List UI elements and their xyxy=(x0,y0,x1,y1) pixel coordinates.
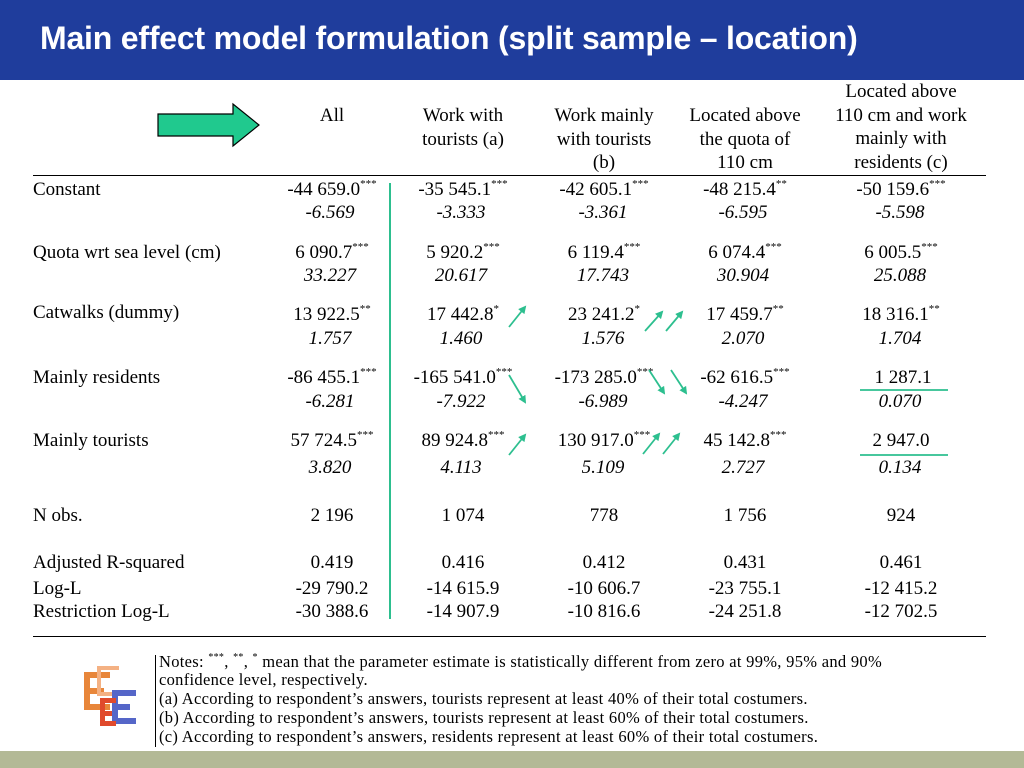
cell-tstat: -3.361 xyxy=(578,202,628,223)
cell-coef: 17 459.7** xyxy=(706,303,784,326)
cell-coef: 13 922.5** xyxy=(293,303,371,326)
row-label-restriction-log-l: Restriction Log-L xyxy=(33,601,170,622)
cell-value: 0.419 xyxy=(310,552,354,573)
row-label-log-l: Log-L xyxy=(33,578,82,599)
cell-coef: -165 541.0*** xyxy=(413,366,513,389)
cell-tstat: 17.743 xyxy=(576,265,630,286)
note-a: (a) According to respondent’s answers, t… xyxy=(159,689,808,708)
green-column-divider xyxy=(389,183,391,619)
cell-value: -12 702.5 xyxy=(864,601,938,622)
cell-coef: 6 074.4*** xyxy=(708,241,782,264)
cell-tstat: -6.989 xyxy=(578,391,628,412)
cell-tstat: -5.598 xyxy=(875,202,925,223)
cell-coef: -173 285.0*** xyxy=(554,366,654,389)
table-top-rule xyxy=(33,175,986,176)
cell-coef: -86 455.1*** xyxy=(287,366,377,389)
cell-coef: 130 917.0*** xyxy=(557,429,651,452)
cell-coef: -44 659.0*** xyxy=(287,178,377,201)
row-label-adjusted-r-squared: Adjusted R-squared xyxy=(33,552,185,573)
cell-value: -29 790.2 xyxy=(295,578,369,599)
column-header-located-above-residents: Located above 110 cm and work mainly with r… xyxy=(835,81,967,173)
cell-value: 0.416 xyxy=(441,552,485,573)
cell-coef: -62 616.5*** xyxy=(700,366,790,389)
cell-value: -14 615.9 xyxy=(426,578,500,599)
cell-tstat: 4.113 xyxy=(440,457,482,478)
cell-value: -24 251.8 xyxy=(708,601,782,622)
cell-tstat: 20.617 xyxy=(434,265,488,286)
slide-title: Main effect model formulation (split sam… xyxy=(40,20,858,56)
cell-coef: 17 442.8* xyxy=(427,303,499,326)
row-label-mainly-residents: Mainly residents xyxy=(33,367,161,388)
note-confidence: confidence level, respectively. xyxy=(159,670,368,689)
row-label-constant: Constant xyxy=(33,179,101,200)
cell-tstat: 0.070 xyxy=(878,391,922,412)
cell-coef: 1 287.1 xyxy=(874,367,932,388)
cell-tstat: 1.576 xyxy=(581,328,625,349)
cell-coef: -35 545.1*** xyxy=(418,178,508,201)
cell-tstat: 1.757 xyxy=(308,328,352,349)
cell-tstat: 3.820 xyxy=(308,457,352,478)
cell-value: -23 755.1 xyxy=(708,578,782,599)
cell-coef: 57 724.5*** xyxy=(290,429,374,452)
cell-tstat: 25.088 xyxy=(873,265,927,286)
cell-value: -12 415.2 xyxy=(864,578,938,599)
cell-value: 1 756 xyxy=(723,505,767,526)
column-header-located-above-quota: Located above the quota of 110 cm xyxy=(689,105,801,173)
title-bar xyxy=(0,0,1024,80)
cell-tstat: 0.134 xyxy=(878,457,922,478)
cell-coef: 2 947.0 xyxy=(872,430,930,451)
cell-coef: -42 605.1*** xyxy=(559,178,649,201)
column-header-work-mainly-with-tourists: Work mainly with tourists (b) xyxy=(554,105,654,173)
cell-tstat: -4.247 xyxy=(718,391,768,412)
cell-coef: 6 119.4*** xyxy=(567,241,641,264)
cell-coef: 6 005.5*** xyxy=(864,241,938,264)
cell-coef: -48 215.4** xyxy=(703,178,787,201)
cell-value: 778 xyxy=(589,505,619,526)
cell-coef: 5 920.2*** xyxy=(426,241,500,264)
footer-bar xyxy=(0,751,1024,768)
cell-coef: 23 241.2* xyxy=(568,303,640,326)
cell-value: 0.461 xyxy=(879,552,923,573)
cell-coef: -50 159.6*** xyxy=(856,178,946,201)
cell-tstat: -6.281 xyxy=(305,391,355,412)
cell-tstat: 5.109 xyxy=(581,457,625,478)
note-c: (c) According to respondent’s answers, r… xyxy=(159,727,819,746)
cell-value: 1 074 xyxy=(441,505,485,526)
cell-value: 0.431 xyxy=(723,552,767,573)
cell-tstat: 33.227 xyxy=(303,265,357,286)
row-label-mainly-tourists: Mainly tourists xyxy=(33,430,149,451)
cell-tstat: 1.460 xyxy=(439,328,483,349)
cell-value: 924 xyxy=(886,505,916,526)
cell-tstat: 2.070 xyxy=(721,328,765,349)
cell-value: 2 196 xyxy=(310,505,354,526)
row-label-n-obs: N obs. xyxy=(33,505,83,526)
cell-value: -30 388.6 xyxy=(295,601,369,622)
row-label-catwalks: Catwalks (dummy) xyxy=(33,302,180,323)
notes-box xyxy=(155,655,1024,747)
cell-coef: 45 142.8*** xyxy=(703,429,787,452)
column-header-all: All xyxy=(319,105,345,126)
cell-coef: 89 924.8*** xyxy=(421,429,505,452)
cell-tstat: 2.727 xyxy=(721,457,765,478)
table-bottom-rule xyxy=(33,636,986,637)
cell-value: -10 606.7 xyxy=(567,578,641,599)
column-header-work-with-tourists: Work with tourists (a) xyxy=(422,105,504,150)
cell-tstat: 30.904 xyxy=(716,265,770,286)
cell-tstat: -6.569 xyxy=(305,202,355,223)
cell-tstat: -3.333 xyxy=(436,202,486,223)
cell-value: -10 816.6 xyxy=(567,601,641,622)
cell-coef: 18 316.1** xyxy=(862,303,940,326)
cell-tstat: -7.922 xyxy=(436,391,486,412)
cell-tstat: 1.704 xyxy=(878,328,922,349)
row-label-quota: Quota wrt sea level (cm) xyxy=(33,242,221,263)
note-b: (b) According to respondent’s answers, t… xyxy=(159,708,809,727)
cell-tstat: -6.595 xyxy=(718,202,768,223)
cell-value: -14 907.9 xyxy=(426,601,500,622)
note-significance: Notes: ***, **, * mean that the paramete… xyxy=(159,652,883,671)
cell-coef: 6 090.7*** xyxy=(295,241,369,264)
cell-value: 0.412 xyxy=(582,552,626,573)
